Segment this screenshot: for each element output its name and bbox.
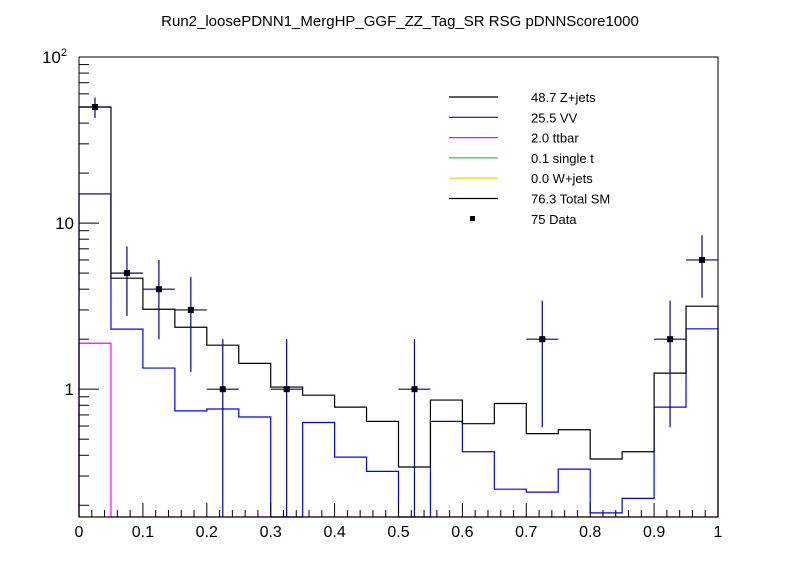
- legend-entry: 25.5 VV: [449, 110, 578, 125]
- y-tick-base: 10: [42, 48, 61, 67]
- legend-label: 2.0 ttbar: [531, 131, 579, 146]
- legend: 48.7 Z+jets 25.5 VV 2.0 ttbar 0.1 single …: [449, 90, 610, 227]
- legend-label: 76.3 Total SM: [531, 192, 610, 207]
- legend-entry: 0.0 W+jets: [449, 171, 593, 186]
- data-marker: [667, 336, 674, 343]
- data-marker: [219, 386, 226, 393]
- x-tick-label: 0.3: [260, 524, 282, 541]
- x-tick-label: 0.9: [643, 524, 665, 541]
- x-tick-label: 0.2: [196, 524, 218, 541]
- legend-label: 0.0 W+jets: [531, 171, 593, 186]
- legend-entry: 0.1 single t: [449, 151, 594, 166]
- data-point: [206, 339, 239, 517]
- x-tick-label: 0.1: [132, 524, 154, 541]
- legend-entry: 48.7 Z+jets: [449, 90, 596, 105]
- y-tick-exp: 2: [61, 47, 67, 59]
- hist-line-vv: [78, 193, 719, 518]
- data-point: [110, 246, 143, 316]
- legend-label: 0.1 single t: [531, 151, 594, 166]
- data-point: [398, 339, 431, 517]
- legend-data-marker: [470, 216, 475, 221]
- data-marker: [187, 306, 194, 313]
- y-tick-label: 102: [42, 47, 67, 67]
- legend-label: 75 Data: [531, 212, 577, 227]
- data-marker: [539, 336, 546, 343]
- data-marker: [123, 270, 130, 277]
- y-tick-base: 1: [65, 380, 74, 399]
- y-tick-label: 10: [55, 214, 74, 233]
- data-point: [686, 235, 718, 298]
- x-tick-label: 0.8: [579, 524, 601, 541]
- x-tick-label: 0.5: [387, 524, 409, 541]
- legend-entry-data: 75 Data: [470, 212, 577, 227]
- chart-title: Run2_loosePDNN1_MergHP_GGF_ZZ_Tag_SR RSG…: [161, 13, 639, 30]
- data-points: [79, 97, 718, 517]
- data-point: [174, 277, 207, 372]
- y-tick-base: 10: [55, 214, 74, 233]
- x-tick-label: 0: [75, 524, 84, 541]
- data-marker: [283, 386, 290, 393]
- data-point: [142, 259, 175, 340]
- legend-label: 48.7 Z+jets: [531, 90, 596, 105]
- data-marker: [91, 103, 98, 110]
- legend-entry: 76.3 Total SM: [449, 192, 610, 207]
- x-tick-label: 0.7: [515, 524, 537, 541]
- data-marker: [411, 386, 418, 393]
- x-tick-label: 0.6: [451, 524, 473, 541]
- data-marker: [155, 286, 162, 293]
- x-tick-label: 1: [714, 524, 723, 541]
- data-point: [654, 300, 687, 428]
- legend-entry: 2.0 ttbar: [449, 131, 579, 146]
- x-tick-label: 0.4: [323, 524, 345, 541]
- data-marker: [699, 256, 706, 263]
- y-tick-label: 1: [65, 380, 74, 399]
- legend-label: 25.5 VV: [531, 110, 578, 125]
- data-point: [270, 339, 303, 517]
- data-point: [526, 300, 559, 428]
- hist-line-total-sm: [78, 106, 719, 517]
